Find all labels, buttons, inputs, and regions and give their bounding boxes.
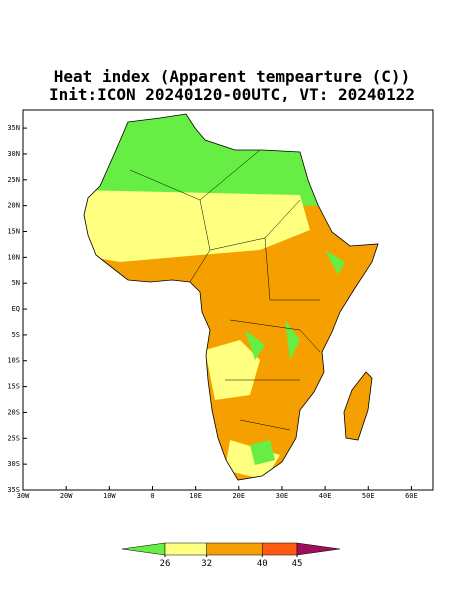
colorbar-cell: [164, 542, 207, 556]
lon-label: 30E: [276, 492, 289, 500]
lon-label: 50E: [362, 492, 375, 500]
lon-label: 20E: [232, 492, 245, 500]
colorbar-label: 45: [292, 559, 303, 569]
colorbar-cell: [206, 542, 263, 556]
coastline: [83, 113, 379, 481]
lon-label: 60E: [405, 492, 418, 500]
lat-label: 15N: [7, 227, 20, 235]
borders: [129, 149, 321, 431]
lat-label: EQ: [12, 305, 20, 313]
lat-label: 10S: [7, 357, 20, 365]
band: [250, 440, 275, 465]
lat-label: 15S: [7, 383, 20, 391]
colorbar: 26 32 40 45: [121, 542, 341, 569]
lon-label: 0: [150, 492, 154, 500]
title-line: Init:ICON 20240120-00UTC, VT: 20240122: [49, 85, 415, 104]
lat-label: 35N: [7, 124, 20, 132]
lat-label: 30N: [7, 150, 20, 158]
colorbar-cell: [296, 542, 341, 556]
lat-label: 5S: [12, 331, 20, 339]
band: [84, 114, 378, 206]
band: [245, 250, 345, 360]
lon-label: 40E: [319, 492, 332, 500]
lat-label: 25N: [7, 176, 20, 184]
colorbar-label: 26: [160, 559, 171, 569]
lon-label: 20W: [60, 492, 73, 500]
lat-label: 35S: [7, 486, 20, 494]
colorbar-label: 32: [201, 559, 212, 569]
lat-label: 20N: [7, 202, 20, 210]
lat-label: 10N: [7, 253, 20, 261]
heat-field: [84, 114, 378, 480]
colorbar-cell: [262, 542, 298, 556]
lat-label: 5N: [12, 279, 20, 287]
lon-label: 30W: [17, 492, 30, 500]
lat-label: 20S: [7, 408, 20, 416]
ticks: 35N 30N 25N 20N 15N 10N 5N EQ 5S 10S 15S 20S 25S 30S 3…: [7, 124, 417, 500]
band: [84, 190, 310, 262]
lat-label: 25S: [7, 434, 20, 442]
colorbar-cell: [121, 542, 166, 556]
lat-label: 30S: [7, 460, 20, 468]
band: [205, 340, 280, 480]
lon-label: 10W: [103, 492, 116, 500]
title-line: Heat index (Apparent tempearture (C)): [54, 67, 410, 86]
map-frame: [22, 109, 434, 491]
colorbar-label: 40: [257, 559, 268, 569]
lon-label: 10E: [189, 492, 202, 500]
